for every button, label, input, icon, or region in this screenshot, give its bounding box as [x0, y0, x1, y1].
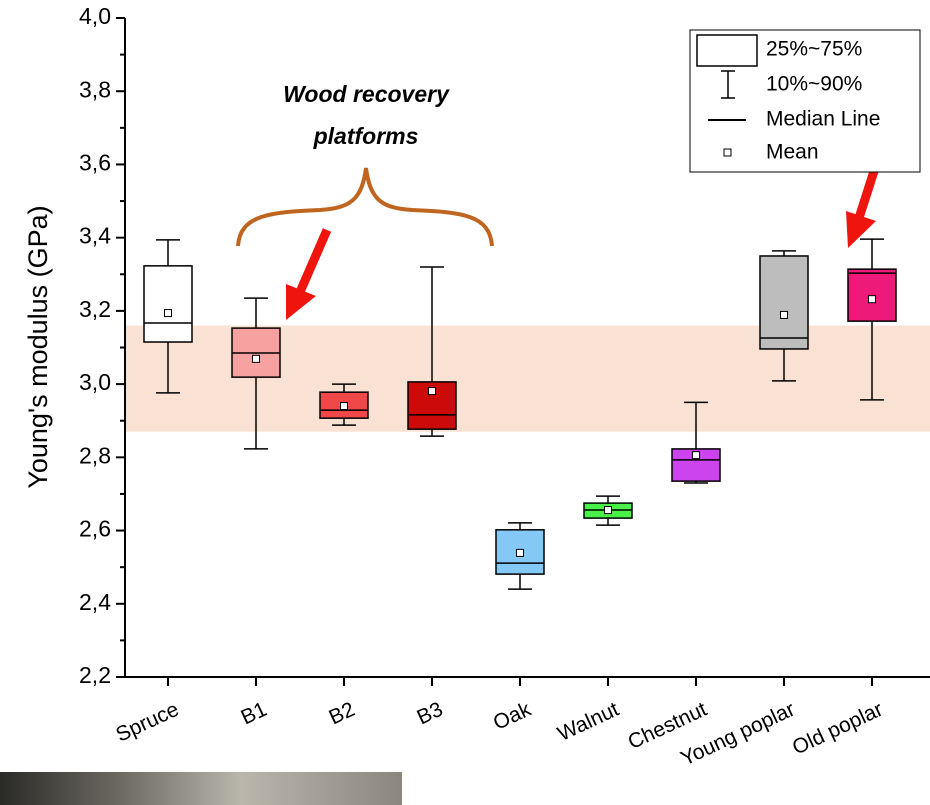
legend-label: Mean [766, 141, 819, 164]
y-tick-label: 2,2 [79, 662, 111, 688]
x-tick-label: B1 [237, 698, 270, 730]
x-tick-label: Walnut [554, 698, 622, 746]
box [759, 255, 809, 350]
x-tick-label: Oak [490, 698, 535, 735]
mean-marker [516, 548, 524, 557]
y-tick-label: 3,0 [79, 369, 111, 395]
y-tick-label: 3,4 [79, 223, 111, 249]
x-tick-label: Spruce [112, 698, 182, 747]
legend-label: 10%~90% [766, 73, 862, 96]
legend-mean-icon [723, 148, 732, 157]
y-tick-label: 2,6 [79, 516, 111, 542]
mean-marker [868, 295, 876, 304]
mean-marker [604, 506, 612, 515]
y-tick-label: 4,0 [79, 3, 111, 29]
box [847, 268, 897, 322]
y-tick-label: 2,8 [79, 442, 111, 468]
mean-marker [340, 402, 348, 411]
y-axis-title: Young's modulus (GPa) [23, 205, 53, 488]
y-tick-label: 2,4 [79, 589, 111, 615]
y-tick-label: 3,2 [79, 296, 111, 322]
mean-marker [692, 451, 700, 460]
photo [0, 772, 402, 805]
mean-marker [252, 354, 260, 363]
x-tick-label: Old poplar [789, 698, 887, 760]
legend-box-icon [696, 34, 758, 67]
legend-whisker-icon [721, 70, 735, 99]
legend-label: 25%~75% [766, 38, 862, 61]
x-tick-label: B3 [413, 698, 446, 730]
y-tick-label: 3,8 [79, 76, 111, 102]
mean-marker [428, 387, 436, 396]
mean-marker [780, 310, 788, 319]
legend: 25%~75% 10%~90% Median Line Mean [689, 29, 921, 173]
brace [236, 167, 494, 247]
mean-marker [164, 309, 172, 318]
x-tick-label: B2 [325, 698, 358, 730]
legend-label: Median Line [766, 108, 880, 131]
annotation: platforms [313, 123, 419, 149]
y-tick-label: 3,6 [79, 150, 111, 176]
annotation: Wood recovery [283, 81, 450, 107]
box [143, 265, 193, 343]
